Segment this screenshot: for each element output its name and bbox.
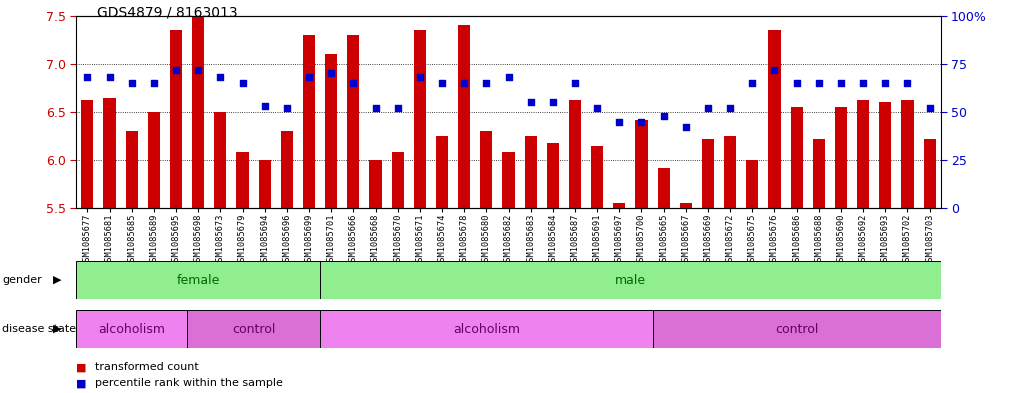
Bar [658, 168, 670, 208]
Bar [613, 204, 625, 208]
Bar [436, 136, 448, 208]
Point [478, 80, 494, 86]
Bar [790, 107, 802, 208]
Bar [547, 143, 559, 208]
Point [744, 80, 761, 86]
Bar [281, 131, 293, 208]
Point [545, 99, 561, 105]
Bar [702, 139, 714, 208]
Text: ■: ■ [76, 378, 86, 388]
Text: gender: gender [2, 275, 42, 285]
Point [323, 70, 340, 77]
Point [767, 66, 783, 73]
Bar [653, 310, 941, 348]
Bar [76, 310, 187, 348]
Bar [170, 30, 182, 208]
Point [523, 99, 539, 105]
Point [722, 105, 738, 111]
Point [145, 80, 162, 86]
Point [634, 119, 650, 125]
Bar [813, 139, 825, 208]
Bar [187, 310, 320, 348]
Point [811, 80, 827, 86]
Point [390, 105, 406, 111]
Bar [325, 54, 338, 208]
Bar [880, 103, 892, 208]
Bar [81, 101, 94, 208]
Point [566, 80, 583, 86]
Bar [636, 120, 648, 208]
Bar [591, 146, 603, 208]
Text: male: male [615, 274, 646, 286]
Point [788, 80, 804, 86]
Text: percentile rank within the sample: percentile rank within the sample [95, 378, 283, 388]
Point [256, 103, 273, 109]
Bar [414, 30, 426, 208]
Text: alcoholism: alcoholism [99, 323, 165, 336]
Point [855, 80, 872, 86]
Bar [104, 97, 116, 208]
Bar [901, 101, 913, 208]
Bar [258, 160, 271, 208]
Point [279, 105, 295, 111]
Bar [192, 16, 204, 208]
Text: GDS4879 / 8163013: GDS4879 / 8163013 [97, 6, 237, 20]
Bar [236, 152, 248, 208]
Point [123, 80, 139, 86]
Point [190, 66, 206, 73]
Bar [480, 131, 492, 208]
Bar [857, 101, 870, 208]
Bar [923, 139, 936, 208]
Point [345, 80, 361, 86]
Point [301, 74, 317, 81]
Point [899, 80, 915, 86]
Point [833, 80, 849, 86]
Bar [769, 30, 781, 208]
Point [677, 124, 694, 130]
Bar [320, 310, 653, 348]
Bar [392, 152, 404, 208]
Bar [76, 261, 320, 299]
Bar [525, 136, 537, 208]
Text: ■: ■ [76, 362, 86, 373]
Text: disease state: disease state [2, 324, 76, 334]
Text: control: control [775, 323, 819, 336]
Point [456, 80, 472, 86]
Point [412, 74, 428, 81]
Bar [320, 261, 941, 299]
Text: ▶: ▶ [53, 324, 61, 334]
Bar [724, 136, 736, 208]
Point [168, 66, 184, 73]
Point [878, 80, 894, 86]
Point [921, 105, 938, 111]
Point [367, 105, 383, 111]
Bar [147, 112, 160, 208]
Point [234, 80, 250, 86]
Bar [458, 25, 470, 208]
Bar [746, 160, 759, 208]
Point [656, 113, 672, 119]
Bar [502, 152, 515, 208]
Point [611, 119, 627, 125]
Bar [303, 35, 315, 208]
Point [79, 74, 96, 81]
Bar [369, 160, 381, 208]
Bar [679, 204, 692, 208]
Text: ▶: ▶ [53, 275, 61, 285]
Text: transformed count: transformed count [95, 362, 198, 373]
Point [434, 80, 451, 86]
Point [102, 74, 118, 81]
Point [589, 105, 605, 111]
Bar [215, 112, 227, 208]
Bar [347, 35, 359, 208]
Text: female: female [177, 274, 220, 286]
Point [500, 74, 517, 81]
Bar [569, 101, 581, 208]
Text: control: control [232, 323, 276, 336]
Point [213, 74, 229, 81]
Text: alcoholism: alcoholism [453, 323, 520, 336]
Point [700, 105, 716, 111]
Bar [125, 131, 137, 208]
Bar [835, 107, 847, 208]
